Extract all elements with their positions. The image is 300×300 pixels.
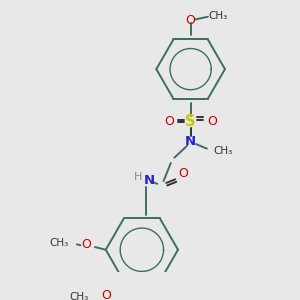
Text: O: O xyxy=(178,167,188,180)
Text: S: S xyxy=(185,114,196,129)
Text: N: N xyxy=(143,174,155,187)
Text: N: N xyxy=(185,135,196,148)
Text: CH₃: CH₃ xyxy=(69,292,88,300)
Text: CH₃: CH₃ xyxy=(214,146,233,156)
Text: CH₃: CH₃ xyxy=(208,11,227,21)
Text: O: O xyxy=(101,289,111,300)
Text: H: H xyxy=(134,172,142,182)
Text: O: O xyxy=(186,14,196,27)
Text: CH₃: CH₃ xyxy=(49,238,68,248)
Text: O: O xyxy=(81,238,91,251)
Text: O: O xyxy=(164,115,174,128)
Text: O: O xyxy=(207,115,217,128)
